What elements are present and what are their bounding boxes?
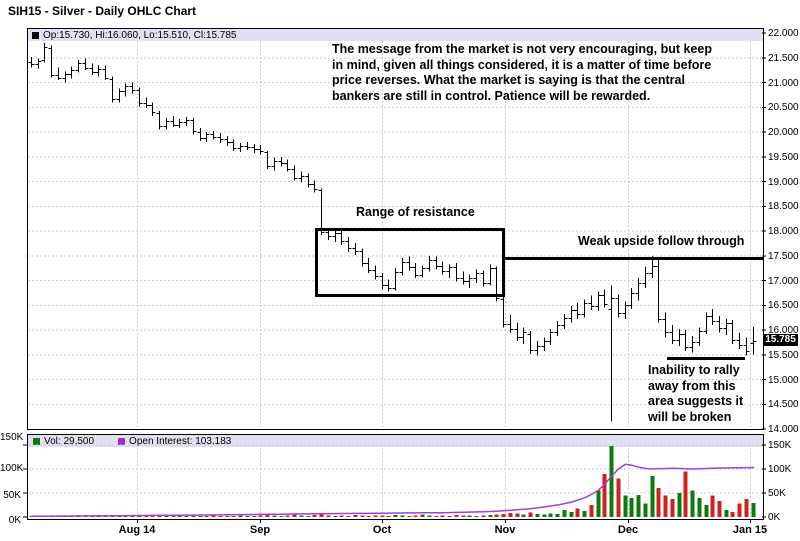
- volume-tick-label: 100K: [0, 463, 24, 474]
- volume-tick-label: 150K: [768, 440, 792, 451]
- main-chart-panel: Op:15.730, Hi:16.060, Lo:15.510, Cl:15.7…: [27, 28, 764, 430]
- volume-legend-label: Vol: 29,500: [44, 435, 95, 447]
- commentary-line: in mind, given all things considered, it…: [332, 57, 712, 72]
- commentary-line: The message from the market is not very …: [332, 42, 712, 56]
- price-tick-label: 18.000: [768, 226, 799, 237]
- price-tick-label: 15.500: [768, 349, 799, 361]
- price-tick-label: 16.000: [768, 325, 799, 336]
- inability-note: Inability to rally away from this area s…: [648, 363, 743, 425]
- market-commentary-note: The message from the market is not very …: [332, 42, 712, 104]
- date-tick-label: Oct: [372, 524, 392, 536]
- volume-tick-label: 100K: [768, 464, 792, 475]
- date-tick-label: Nov: [494, 524, 516, 536]
- open-interest-legend-marker-icon: [118, 437, 126, 445]
- open-interest-legend-label: Open Interest: 103,183: [129, 435, 232, 447]
- price-tick-label: 21.000: [768, 77, 799, 89]
- price-tick-label: 17.500: [768, 250, 799, 262]
- volume-tick-label: 50K: [768, 488, 786, 499]
- price-tick-label: 20.500: [768, 102, 799, 114]
- volume-tick-label: 150K: [0, 432, 24, 443]
- ohlc-quote-strip: Op:15.730, Hi:16.060, Lo:15.510, Cl:15.7…: [28, 29, 763, 41]
- date-tick-label: Jan 15: [732, 524, 768, 536]
- ohlc-quote-label: Op:15.730, Hi:16.060, Lo:15.510, Cl:15.7…: [43, 29, 237, 41]
- price-tick-label: 22.000: [768, 28, 799, 39]
- inability-area-level-line: [667, 357, 745, 360]
- commentary-line: price reverses. What the market is sayin…: [332, 73, 685, 87]
- last-price-tag: 15.785: [763, 334, 798, 346]
- volume-tick-label: 0K: [8, 515, 21, 526]
- weak-upside-label: Weak upside follow through: [578, 234, 745, 248]
- volume-legend-marker-icon: [33, 437, 40, 445]
- date-tick-label: Sep: [249, 524, 271, 536]
- price-tick-label: 16.500: [768, 300, 799, 312]
- volume-tick-label: 0K: [768, 512, 781, 523]
- price-tick-label: 19.500: [768, 151, 799, 163]
- page-title: SIH15 - Silver - Daily OHLC Chart: [8, 4, 197, 18]
- volume-legend-strip: Vol: 29,500 Open Interest: 103,183: [28, 435, 763, 447]
- date-tick-label: Aug 14: [118, 524, 156, 536]
- inability-line: will be broken: [648, 409, 732, 424]
- price-tick-label: 14.000: [768, 424, 799, 435]
- price-tick-label: 20.000: [768, 127, 799, 138]
- date-tick-label: Dec: [617, 524, 639, 536]
- price-tick-label: 17.000: [768, 275, 799, 287]
- price-tick-label: 15.000: [768, 374, 799, 386]
- range-of-resistance-label: Range of resistance: [356, 205, 475, 219]
- price-tick-label: 14.500: [768, 399, 799, 411]
- volume-tick-label: 50K: [3, 490, 21, 501]
- inability-line: away from this: [648, 378, 736, 393]
- price-tick-label: 19.000: [768, 176, 799, 188]
- price-tick-label: 21.500: [768, 52, 799, 64]
- commentary-line: bankers are still in control. Patience w…: [332, 88, 651, 103]
- inability-line: Inability to rally: [648, 363, 740, 377]
- ohlc-series-marker-icon: [32, 31, 39, 39]
- volume-panel: Vol: 29,500 Open Interest: 103,183: [27, 434, 764, 520]
- inability-line: area suggests it: [648, 394, 744, 408]
- resistance-range-box: [315, 228, 505, 297]
- price-tick-label: 18.500: [768, 201, 799, 213]
- weak-upside-level-line: [505, 257, 763, 260]
